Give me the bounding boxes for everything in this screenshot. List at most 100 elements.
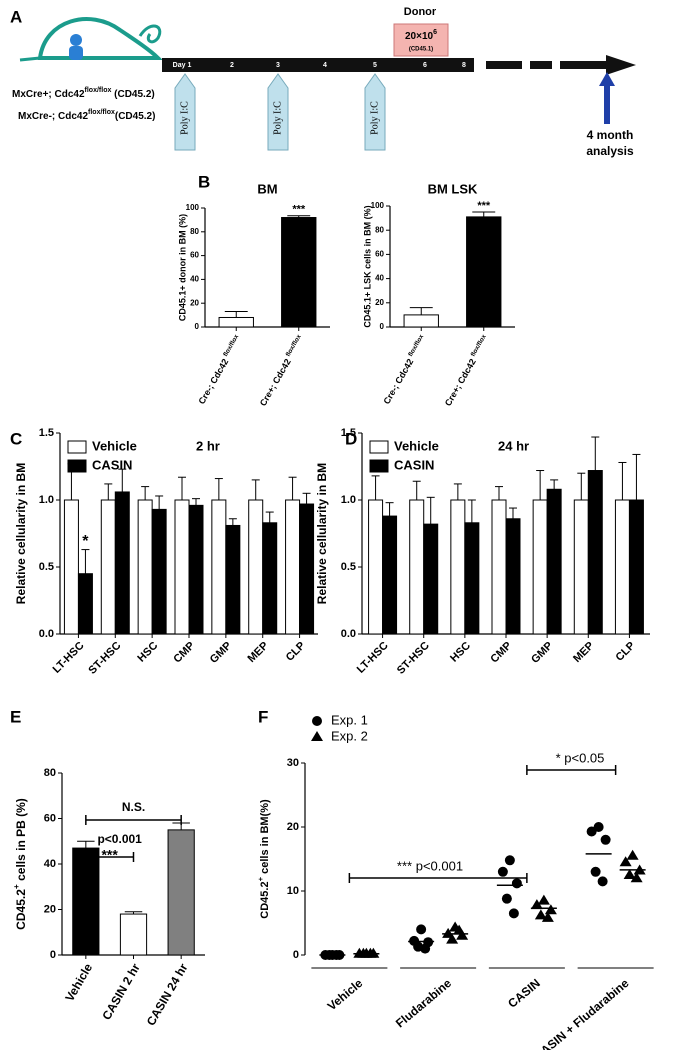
day-label: 8 xyxy=(462,62,466,69)
annotation: *** xyxy=(101,847,118,863)
genotype-text: (CD45.2) xyxy=(111,89,154,100)
legend-label: CASIN xyxy=(92,457,132,472)
y-tick-label: 40 xyxy=(44,858,56,870)
bar xyxy=(614,499,630,635)
x-tick-label-part: Cre-; Cdc42 xyxy=(197,355,232,406)
donor-title: Donor xyxy=(404,6,437,18)
y-tick-label: 1.0 xyxy=(341,494,356,506)
bar xyxy=(119,913,148,956)
legend-swatch xyxy=(369,440,389,454)
bar xyxy=(151,508,167,635)
point xyxy=(623,869,636,879)
bar xyxy=(573,499,589,635)
x-tick-label-part: flox/flox xyxy=(470,333,488,358)
y-tick-label: 20 xyxy=(44,903,56,915)
bar xyxy=(299,503,315,635)
x-tick-label: MEP xyxy=(571,640,596,665)
bar xyxy=(211,499,227,635)
point xyxy=(453,924,466,935)
bar xyxy=(546,488,562,635)
day-label: 6 xyxy=(423,62,427,69)
y-axis-label: Relative cellularity in BM xyxy=(14,463,28,604)
y-tick-label: 0 xyxy=(293,949,299,961)
bar xyxy=(100,499,116,635)
legend-label: Vehicle xyxy=(394,438,439,453)
point xyxy=(630,872,643,883)
y-tick-label: 60 xyxy=(190,251,199,260)
bar xyxy=(368,499,384,635)
endpoint: 4 month xyxy=(587,128,634,142)
point xyxy=(619,856,632,867)
point xyxy=(312,716,322,726)
x-tick-label: Vehicle xyxy=(325,976,366,1014)
point xyxy=(416,924,427,935)
bar xyxy=(248,499,264,635)
genotype-sup: flox/flox xyxy=(88,109,115,116)
bar xyxy=(382,515,398,635)
bar xyxy=(262,522,278,635)
y-axis-label-part: cells in BM(%) xyxy=(259,799,271,877)
significance: *** xyxy=(477,200,491,212)
significance: *** xyxy=(292,204,306,216)
chart-title: BM xyxy=(257,181,277,196)
day-label: 2 xyxy=(230,62,234,69)
x-tick-label: CLP xyxy=(614,640,638,664)
treatment-label: Poly I:C xyxy=(272,101,283,135)
annotation: N.S. xyxy=(122,800,145,814)
subtitle: 24 hr xyxy=(498,438,529,453)
legend-swatch xyxy=(67,459,87,473)
y-axis-label: CD45.1+ LSK cells in BM (%) xyxy=(362,205,372,327)
legend-swatch xyxy=(67,440,87,454)
x-tick-label: HSC xyxy=(448,640,473,665)
y-tick-label: 80 xyxy=(190,227,199,236)
bar xyxy=(464,522,480,635)
x-tick-label: Cre+; Cdc42 flox/flox xyxy=(442,333,492,408)
point xyxy=(537,894,550,905)
x-tick-label: Vehicle xyxy=(62,961,95,1004)
day-label: 5 xyxy=(373,62,377,69)
y-tick-label: 0.5 xyxy=(341,561,356,573)
annotation: *** p<0.001 xyxy=(397,858,463,873)
point xyxy=(600,834,611,845)
point xyxy=(534,909,547,920)
bar xyxy=(77,573,93,635)
bar xyxy=(491,499,507,635)
point xyxy=(511,878,522,889)
x-tick-label: CASIN + Fludarabine xyxy=(531,976,631,1050)
y-tick-label: 1.5 xyxy=(39,427,54,439)
y-tick-label: 40 xyxy=(190,275,199,284)
y-axis-label: CD45.2+ cells in BM(%) xyxy=(256,799,271,919)
point xyxy=(626,849,639,860)
y-tick-label: 0.0 xyxy=(341,628,356,640)
y-axis-label-part: CD45.2 xyxy=(259,881,271,918)
y-tick-label: 40 xyxy=(375,274,384,283)
x-tick-label: GMP xyxy=(529,640,555,666)
genotype-text: MxCre+; Cdc42 xyxy=(12,89,85,100)
y-tick-label: 10 xyxy=(287,885,299,897)
mouse-icon xyxy=(19,17,163,62)
day-label: Day 1 xyxy=(173,62,192,69)
panel-label: E xyxy=(10,707,21,726)
x-tick-label: MEP xyxy=(246,640,271,665)
bar xyxy=(409,499,425,635)
x-tick-label-part: Cre-; Cdc42 xyxy=(382,355,417,406)
x-tick-label-part: flox/flox xyxy=(222,333,240,358)
treatment-label: Poly I:C xyxy=(179,101,190,135)
point xyxy=(590,866,601,877)
bar xyxy=(188,504,204,635)
x-tick-label-part: Cre+; Cdc42 xyxy=(443,355,479,408)
genotype: MxCre-; Cdc42flox/flox(CD45.2) xyxy=(18,109,155,121)
y-axis-label: CD45.1+ donor in BM (%) xyxy=(177,214,187,321)
point xyxy=(597,876,608,887)
x-tick-label: CASIN 24 hr xyxy=(144,961,191,1028)
subtitle: 2 hr xyxy=(196,438,220,453)
legend-swatch xyxy=(369,459,389,473)
bar xyxy=(466,216,502,328)
bar xyxy=(174,499,190,635)
point xyxy=(508,908,519,919)
y-axis-label-part: cells in PB (%) xyxy=(14,798,28,884)
timeline xyxy=(162,55,636,75)
y-axis-label: Relative cellularity in BM xyxy=(315,463,329,604)
day-label: 3 xyxy=(276,62,280,69)
x-tick-label-part: flox/flox xyxy=(407,333,425,358)
